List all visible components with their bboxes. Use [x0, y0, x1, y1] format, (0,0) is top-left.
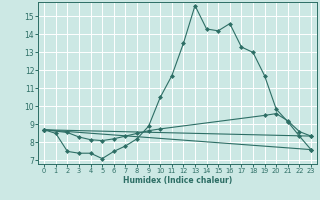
X-axis label: Humidex (Indice chaleur): Humidex (Indice chaleur)	[123, 176, 232, 185]
